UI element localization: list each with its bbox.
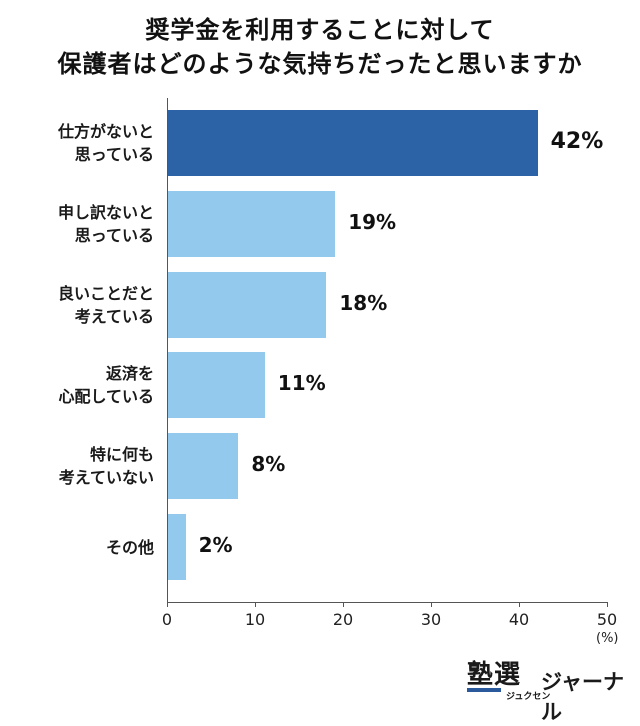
bar-5 [168,433,239,500]
category-label-3: 良いことだと考えている [58,282,154,328]
category-label-3-line-1: 良いことだと [57,283,154,303]
category-label-5-line-2: 考えていない [58,468,154,488]
value-label-2: 19% [348,209,397,234]
x-tick-10 [255,602,256,607]
category-label-6: その他 [106,536,154,559]
category-label-2: 申し訳ないと思っている [58,201,154,247]
category-label-5: 特に何も考えていない [59,443,154,489]
bar-4 [168,352,265,419]
x-tick-label-40: 40 [508,610,530,629]
brand-underline [467,688,501,692]
x-tick-label-50: 50 [596,610,618,629]
x-axis-line [167,602,607,603]
value-label-5: 8% [251,452,286,477]
chart-title-line1: 奨学金を利用することに対して [145,16,495,44]
value-label-4: 11% [277,371,326,396]
y-axis-line [167,98,168,602]
category-label-4: 返済を心配している [58,362,154,408]
x-tick-50 [607,602,608,607]
bar-2 [168,190,336,257]
chart-title-line2: 保護者はどのような気持ちだったと思いますか [57,50,583,78]
category-label-4-line-1: 返済を [105,364,154,384]
x-tick-40 [519,602,520,607]
category-label-3-line-2: 考えている [74,306,154,326]
x-tick-label-30: 30 [420,610,442,629]
x-tick-label-10: 10 [244,610,266,629]
brand-logo: 塾選 ジュクセン ジャーナル [467,654,625,724]
brand-suffix: ジャーナル [541,670,624,724]
category-label-6-line-1: その他 [105,537,154,557]
bar-1 [168,110,538,176]
value-label-3: 18% [339,290,388,315]
value-label-1: 42% [550,129,604,154]
x-axis-unit: (%) [596,631,619,646]
x-tick-30 [431,602,432,607]
category-label-2-line-1: 申し訳ないと [57,202,154,222]
category-label-5-line-1: 特に何も [89,445,154,465]
category-label-2-line-2: 思っている [74,225,154,245]
x-tick-label-0: 0 [161,610,173,629]
x-tick-0 [167,602,168,607]
x-tick-20 [343,602,344,607]
brand-reading: ジュクセン [506,692,551,702]
category-label-1: 仕方がないと思っている [58,120,154,166]
category-label-1-line-2: 思っている [74,145,154,164]
category-label-1-line-1: 仕方がないと [57,122,154,141]
bar-6 [168,514,186,580]
category-label-4-line-2: 心配している [58,387,154,407]
x-tick-label-20: 20 [332,610,354,629]
brand-name: 塾選 [467,660,522,690]
value-label-6: 2% [198,533,233,557]
bar-3 [168,271,327,338]
